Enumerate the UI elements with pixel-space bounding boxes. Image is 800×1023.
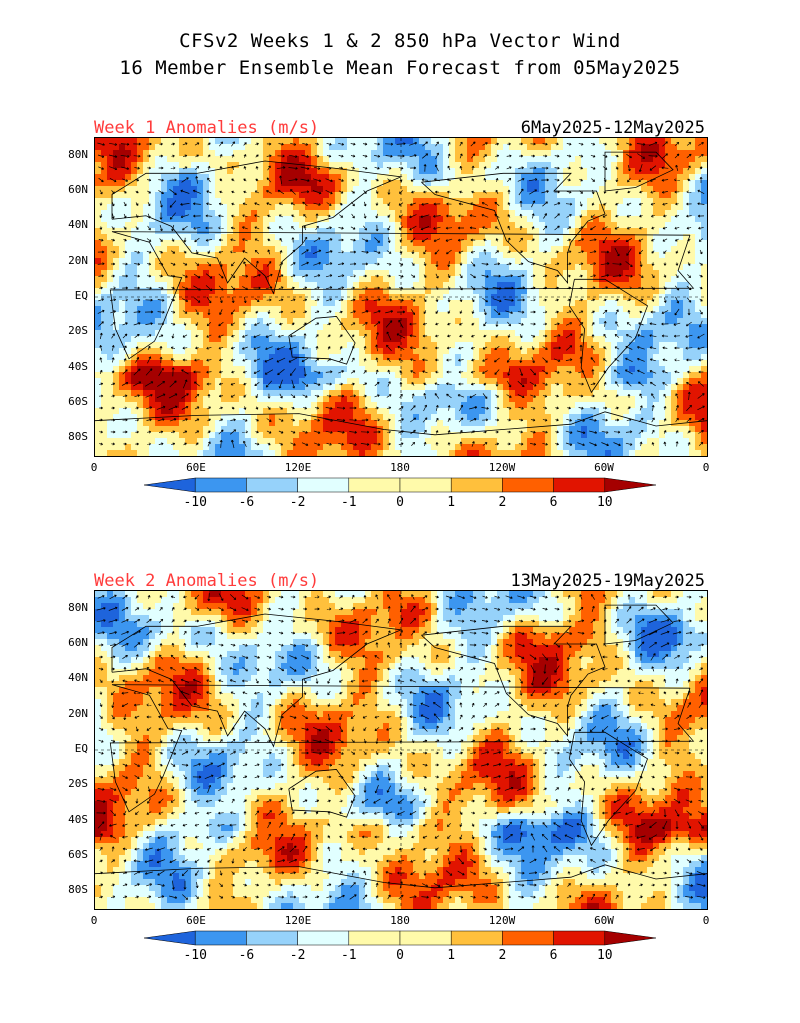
week2-lon-tick-label: 60W [594,914,614,927]
week2-lon-tick-label: 120W [488,914,516,927]
week2-lat-tick-label: 20S [68,777,88,791]
week2-anomaly-field [95,591,707,909]
week1-colorbar-label: -2 [289,495,306,510]
week1-colorbar-label: -1 [340,495,357,510]
week2-colorbar-bin [297,930,350,946]
week1-colorbar-bin [502,477,554,493]
week1-lat-tick-label: EQ [74,289,88,302]
week2-colorbar-bin [604,930,656,946]
week2-lon-tick-label: 180 [390,914,410,927]
week1-lat-tick-label: 40N [68,218,88,232]
week1-lat-tick-label: 20N [68,253,88,267]
week2-colorbar-bin [553,930,606,946]
week2-colorbar-label: -10 [183,948,207,963]
week1-colorbar-label: 2 [498,495,507,510]
week2-colorbar-label: -6 [238,948,255,963]
week2-colorbar-label: 0 [396,948,404,963]
week2-colorbar-bin [194,930,247,946]
week1-colorbar-bin [399,477,452,493]
week1-colorbar-label: -6 [238,495,255,510]
week2-anomaly-map [94,590,708,910]
week2-lat-tick-label: 40S [68,812,88,826]
week2-date-range: 13May2025-19May2025 [510,571,705,591]
week2-lat-tick-label: EQ [74,742,88,755]
week2-lon-tick-label: 0 [702,914,710,927]
week1-colorbar-bin [604,477,656,493]
week1-lon-tick-label: 120W [488,461,516,474]
week1-lat-tick-label: 60N [68,183,88,196]
week1-map-canvas [95,138,707,456]
week2-colorbar [144,930,656,946]
week1-lat-tick-label: 60S [68,395,88,408]
week2-colorbar-label: 6 [549,948,558,963]
week1-colorbar-label: 10 [596,495,613,510]
week2-colorbar-bin [348,930,401,946]
week2-colorbar-bin [246,930,298,946]
week1-lat-tick-label: 20S [68,324,88,338]
week2-lat-tick-label: 40N [68,671,88,685]
week2-colorbar-label: 2 [498,948,507,963]
week1-lat-tick-label: 80N [68,147,88,161]
week1-lon-tick-label: 0 [90,461,98,474]
figure-title-line1: CFSv2 Weeks 1 & 2 850 hPa Vector Wind [179,30,621,52]
week2-colorbar-label: 10 [596,948,613,963]
week2-colorbar-bin [450,930,503,946]
week2-colorbar-bin [399,930,452,946]
week1-lon-tick-label: 0 [702,461,710,474]
week1-reference-lines [95,138,707,456]
week2-lat-tick-label: 20N [68,706,88,720]
week2-lat-tick-label: 80N [68,600,88,614]
week2-title: Week 2 Anomalies (m/s) [94,571,320,591]
week2-lon-tick-label: 0 [90,914,98,927]
week1-colorbar-label: 0 [396,495,404,510]
figure-title-line2: 16 Member Ensemble Mean Forecast from 05… [119,57,681,79]
week2-colorbar-bin [144,930,196,946]
week1-anomaly-map [94,137,708,457]
week1-lat-tick-label: 40S [68,359,88,373]
week1-coastlines [95,151,707,436]
week2-lat-tick-label: 80S [68,883,88,897]
week2-reference-lines [95,591,707,909]
week2-colorbar-label: 1 [447,948,456,963]
week1-colorbar-bin [553,477,606,493]
week1-colorbar-bin [144,477,196,493]
week1-lon-tick-label: 60E [186,461,206,474]
week2-panel: Week 2 Anomalies (m/s) 13May2025-19May20… [0,563,800,1023]
week1-title: Week 1 Anomalies (m/s) [94,118,320,138]
week1-colorbar-bin [450,477,503,493]
week1-panel: Week 1 Anomalies (m/s) 6May2025-12May202… [0,110,800,570]
week1-colorbar-label: -10 [183,495,207,510]
week1-colorbar-bin [297,477,350,493]
week2-colorbar-label: -2 [289,948,306,963]
week1-lon-tick-label: 60W [594,461,614,474]
week1-date-range: 6May2025-12May2025 [520,118,705,138]
week1-colorbar-bin [348,477,401,493]
week2-coastlines [95,604,707,889]
week1-lon-tick-label: 120E [284,461,312,474]
week1-colorbar-label: 6 [549,495,558,510]
week1-colorbar [144,477,656,493]
week1-colorbar-label: 1 [447,495,456,510]
week1-colorbar-bin [246,477,298,493]
week1-wind-vectors [97,141,705,449]
week2-map-canvas [95,591,707,909]
week1-lon-tick-label: 180 [390,461,410,474]
week2-lat-tick-label: 60N [68,636,88,649]
week2-lon-tick-label: 60E [186,914,206,927]
week2-wind-vectors [96,593,706,901]
week2-lat-tick-label: 60S [68,848,88,861]
week2-colorbar-label: -1 [340,948,357,963]
week2-lon-tick-label: 120E [284,914,312,927]
week2-colorbar-bin [502,930,554,946]
week1-colorbar-bin [194,477,247,493]
week1-anomaly-field [95,138,707,456]
week1-lat-tick-label: 80S [68,430,88,444]
